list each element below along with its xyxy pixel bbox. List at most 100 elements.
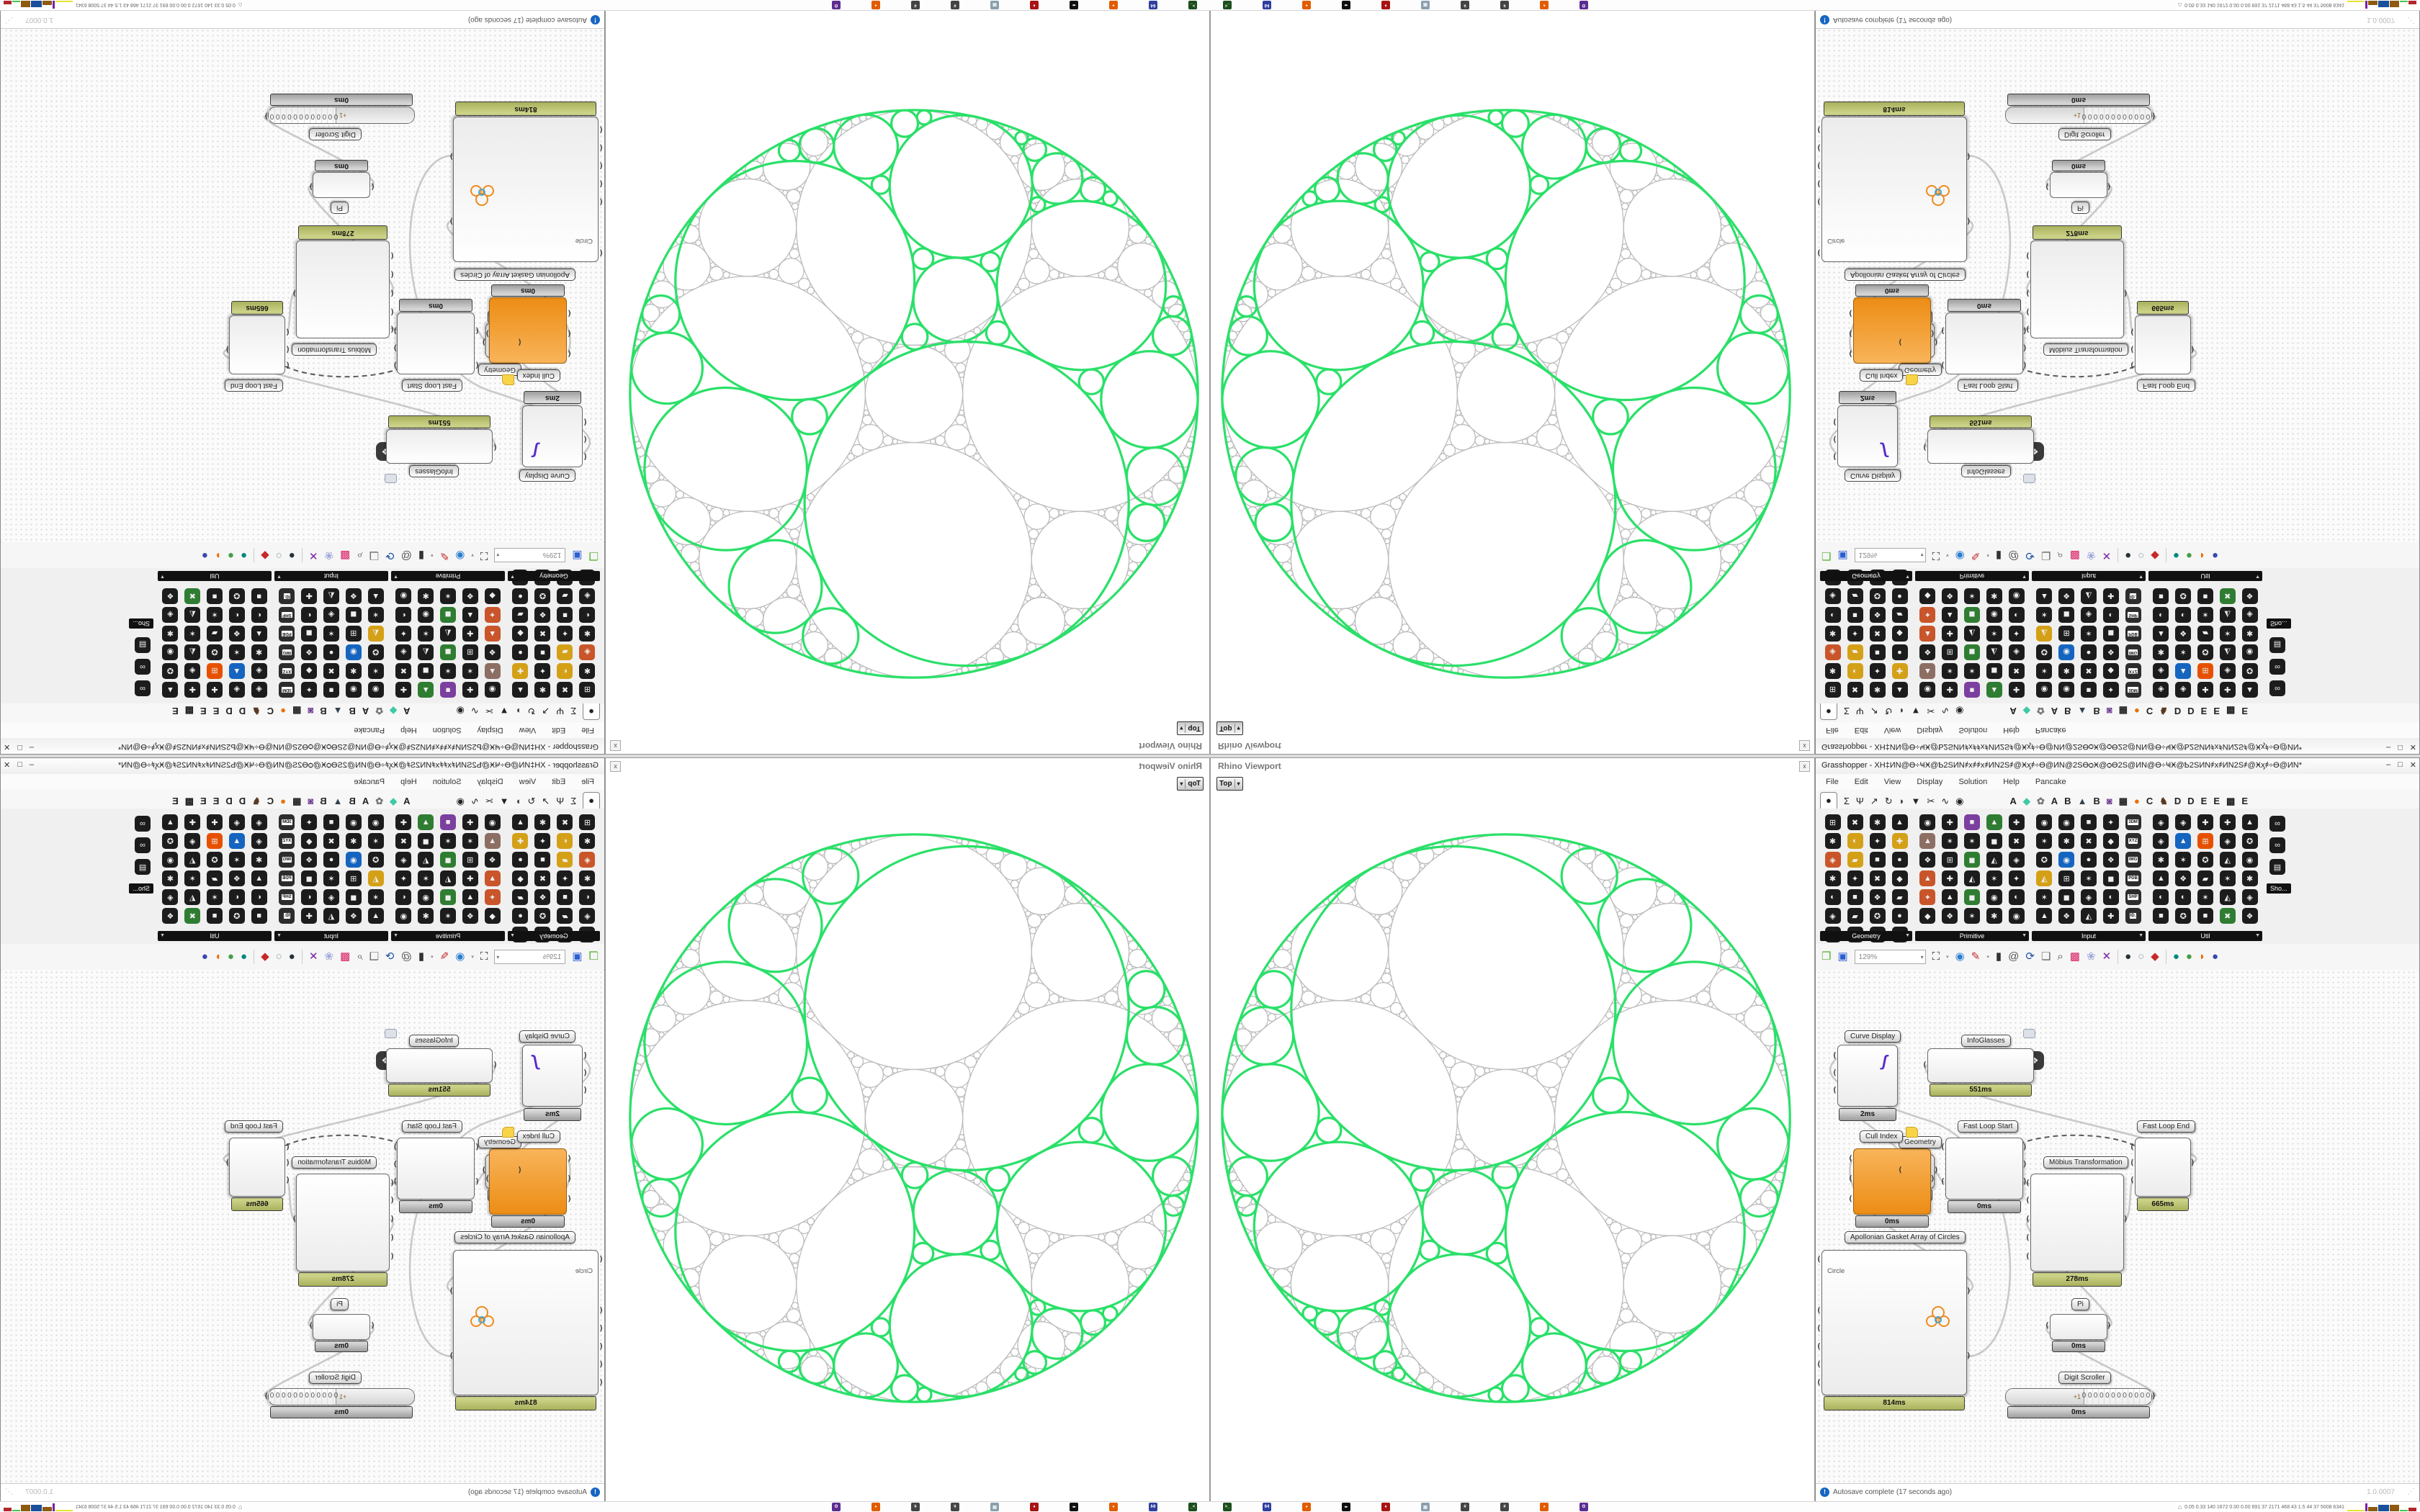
component-icon[interactable]: ◐ (2153, 889, 2169, 905)
component-icon[interactable]: ❖ (1869, 889, 1886, 905)
output-socket[interactable]: ) (225, 1158, 230, 1167)
component-icon[interactable]: ◼ (2058, 889, 2075, 905)
component-icon[interactable]: ✖ (1869, 870, 1886, 886)
component-icon[interactable]: ✦ (1869, 833, 1886, 849)
grid-app2-icon[interactable]: # (1500, 1, 1509, 9)
tab-category-6[interactable]: ▼ (1911, 796, 1921, 806)
component-icon[interactable]: ◉ (1919, 814, 1936, 830)
digit-cell[interactable]: 0 (2099, 1389, 2105, 1405)
input-socket[interactable]: ( (1816, 1305, 1821, 1315)
digit-cell[interactable]: 0 (2093, 107, 2099, 123)
tab-category-0[interactable]: ● (1820, 792, 1837, 809)
gimp-icon[interactable]: ʘ (1579, 1, 1588, 9)
open-file-icon[interactable]: ❐ (1821, 950, 1832, 963)
component-icon[interactable]: ▰ (1891, 889, 1908, 905)
component-icon[interactable]: ▲ (2241, 814, 2258, 830)
component-icon[interactable]: ✖ (1847, 814, 1863, 830)
grid-app2-icon[interactable]: # (911, 1503, 920, 1511)
ribbon-panel-name[interactable]: Primitive ▼ (1915, 931, 2029, 941)
node-title-gasket[interactable]: Apollonian Gasket Array of Circles (1845, 269, 1966, 281)
tab-plugin-16[interactable]: ▩ (2226, 796, 2236, 806)
ruby-icon[interactable]: ♦ (1381, 1, 1390, 9)
input-socket[interactable]: ( (390, 1214, 395, 1223)
component-icon[interactable]: ◐ (1847, 833, 1863, 849)
comment-bubble-icon[interactable] (385, 1029, 397, 1038)
preview-eye-icon[interactable]: ◉ (1955, 950, 1965, 963)
component-icon[interactable]: ◼ (1963, 852, 1980, 868)
component-icon[interactable]: ◼ (2102, 870, 2119, 886)
light-sphere-icon[interactable]: ○ (2138, 950, 2145, 963)
tab-plugin-4[interactable]: B (2064, 796, 2071, 806)
output-socket[interactable]: ) (2123, 1214, 2128, 1223)
output-socket[interactable]: ) (2151, 112, 2156, 121)
input-socket[interactable]: ( (1816, 1323, 1821, 1333)
digit-cell[interactable]: 0 (309, 107, 315, 123)
notes-icon[interactable]: ▤ (990, 1503, 999, 1511)
component-icon[interactable]: ◭ (2036, 870, 2053, 886)
digit-cell[interactable]: 0 (309, 1389, 315, 1405)
notes-icon[interactable]: ▤ (1421, 1, 1430, 9)
sticky-note-icon[interactable] (1906, 374, 1918, 385)
component-icon[interactable]: ✱ (1824, 833, 1841, 849)
node-title-gasket[interactable]: Apollonian Gasket Array of Circles (1845, 1231, 1966, 1243)
input-socket[interactable]: ( (390, 289, 395, 298)
input-socket[interactable]: ( (1816, 179, 1821, 189)
input-socket[interactable]: ( (599, 179, 604, 189)
camera-icon[interactable]: ▮ (1995, 950, 2002, 963)
component-icon[interactable]: ✶ (2036, 833, 2053, 849)
view-selector-button[interactable]: Top ▾ (1177, 721, 1204, 735)
menu-item-solution[interactable]: Solution (1958, 778, 1988, 786)
node-title-infoglasses[interactable]: InfoGlasses (409, 1035, 459, 1047)
digit-cell[interactable]: 0 (326, 107, 333, 123)
n64-icon[interactable]: 64 (1263, 1, 1271, 9)
terminal-icon[interactable]: >_ (1188, 1503, 1197, 1511)
digit-cell[interactable]: 0 (2123, 1389, 2128, 1405)
n64-icon[interactable]: 64 (1263, 1503, 1271, 1511)
input-socket[interactable]: ( (1940, 1176, 1945, 1186)
input-socket[interactable]: ( (517, 1165, 522, 1174)
component-icon[interactable]: SHP (2125, 889, 2141, 905)
close-button[interactable]: ✕ (2409, 761, 2416, 770)
sphere-blue-icon[interactable]: ● (2212, 950, 2219, 963)
node-title-mobius[interactable]: Möbius Transformation (292, 343, 377, 356)
component-icon[interactable]: ✶ (1942, 833, 1958, 849)
input-socket[interactable]: ( (1898, 338, 1903, 347)
node-body-scroller[interactable]: +1 0 0 0 0 0 0 0 0 0 0 0 0 (268, 1388, 415, 1405)
component-icon[interactable]: ◆ (1919, 908, 1936, 924)
input-socket[interactable]: ( (583, 418, 588, 427)
digit-cell[interactable]: 0 (2133, 107, 2140, 123)
input-socket[interactable]: ( (1816, 197, 1821, 207)
input-socket[interactable]: ( (599, 1359, 604, 1369)
digit-cell[interactable]: 0 (2087, 107, 2094, 123)
component-icon[interactable]: ▲ (1919, 833, 1936, 849)
component-icon[interactable]: ◆ (2102, 833, 2119, 849)
component-icon[interactable]: ◈ (2175, 814, 2192, 830)
node-title-infoglasses[interactable]: InfoGlasses (409, 465, 459, 477)
tab-category-2[interactable]: Ψ (1855, 796, 1864, 806)
digit-cell[interactable]: 0 (2105, 107, 2111, 123)
output-socket[interactable]: ) (1966, 1351, 1971, 1360)
component-icon[interactable]: ✶ (1986, 870, 2002, 886)
node-title-curve_display[interactable]: Curve Display (1845, 469, 1901, 482)
input-socket[interactable]: ( (1816, 1341, 1821, 1351)
input-socket[interactable]: ( (1848, 329, 1853, 338)
node-body-scroller[interactable]: +1 0 0 0 0 0 0 0 0 0 0 0 0 (2005, 107, 2152, 124)
component-icon[interactable]: ▰ (2197, 870, 2213, 886)
output-socket[interactable]: ) (393, 1159, 398, 1169)
input-socket[interactable]: ( (599, 1341, 604, 1351)
output-socket[interactable]: ) (292, 1214, 297, 1223)
digit-cell[interactable]: 0 (280, 107, 287, 123)
node-title-pi[interactable]: Pi (331, 202, 349, 214)
firefox-icon[interactable]: ◕ (1109, 1503, 1118, 1511)
tab-plugin-12[interactable]: D (2174, 796, 2182, 806)
digit-cell[interactable]: 0 (332, 1389, 339, 1405)
node-title-curve_display[interactable]: Curve Display (1845, 1030, 1901, 1043)
scroller-increment[interactable]: +1 (2006, 107, 2084, 123)
node-title-scroller[interactable]: Digit Scroller (309, 1372, 362, 1384)
input-socket[interactable]: ( (285, 328, 290, 337)
digit-cell[interactable]: 0 (269, 107, 275, 123)
digit-cell[interactable]: 0 (274, 107, 281, 123)
rhino-teal-icon[interactable]: ● (2172, 950, 2179, 963)
component-icon[interactable]: ✱ (1869, 814, 1886, 830)
digit-cell[interactable]: 0 (2116, 107, 2123, 123)
